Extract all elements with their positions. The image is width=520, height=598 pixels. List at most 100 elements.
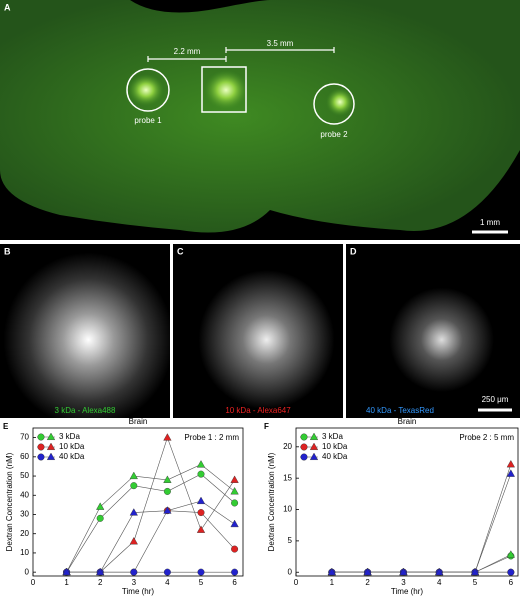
chart-title: Brain (129, 417, 148, 426)
legend-marker (37, 443, 45, 451)
data-point (363, 567, 372, 576)
x-tick-label: 3 (132, 578, 137, 587)
data-point (327, 567, 336, 576)
y-tick-label: 70 (20, 433, 29, 442)
panel-letter: C (177, 246, 184, 256)
legend-marker (300, 453, 308, 461)
y-tick-label: 50 (20, 471, 29, 480)
channel-label: 40 kDa - TexasRed (366, 406, 434, 415)
data-line (66, 464, 235, 573)
data-point (399, 567, 408, 576)
data-point (163, 475, 172, 483)
data-point (230, 487, 239, 495)
data-point (506, 469, 515, 477)
data-point (197, 568, 205, 576)
data-point (196, 496, 206, 505)
y-tick-label: 15 (283, 473, 292, 482)
scale-bar-label: 250 μm (482, 395, 509, 404)
channel-label: 10 kDa - Alexa647 (225, 406, 291, 415)
x-tick-label: 4 (437, 578, 442, 587)
data-point (96, 567, 105, 576)
data-point (507, 568, 515, 576)
data-point (163, 433, 172, 441)
data-line (331, 464, 512, 573)
y-axis-label: Dextran Concentration (nM) (5, 452, 14, 551)
data-point (129, 508, 138, 516)
data-point (470, 567, 480, 576)
legend-marker (300, 443, 308, 451)
panel-a-image (0, 0, 520, 240)
x-axis-label: Time (hr) (391, 587, 423, 596)
data-point (129, 536, 138, 545)
data-point (197, 509, 205, 517)
y-tick-label: 30 (20, 510, 29, 519)
probe-label: probe 2 (320, 130, 348, 139)
data-line (66, 510, 235, 573)
data-point (196, 460, 206, 468)
data-point (129, 471, 138, 480)
legend-label: 40 kDa (59, 452, 85, 461)
panel-letter: A (4, 2, 11, 12)
x-tick-label: 1 (330, 578, 335, 587)
y-tick-label: 20 (283, 442, 292, 451)
data-point (435, 567, 444, 576)
y-tick-label: 40 (20, 490, 29, 499)
panel-d-image (346, 244, 520, 418)
data-point (506, 459, 515, 468)
panel-letter: E (3, 422, 9, 431)
data-point (62, 567, 71, 576)
legend-marker (309, 452, 319, 460)
panel-letter: F (264, 422, 269, 431)
panel-letter: B (4, 246, 11, 256)
data-point (231, 568, 239, 576)
plot-frame (32, 427, 244, 577)
x-tick-label: 6 (232, 578, 237, 587)
x-tick-label: 3 (401, 578, 406, 587)
legend-marker (46, 432, 56, 440)
y-tick-label: 0 (288, 567, 293, 576)
legend-marker (46, 452, 56, 460)
x-tick-label: 2 (365, 578, 370, 587)
data-line (66, 436, 235, 573)
data-point (163, 506, 172, 514)
data-point (163, 487, 171, 495)
data-line (66, 500, 235, 573)
legend-label: 10 kDa (322, 442, 348, 451)
distance-label: 2.2 mm (174, 47, 201, 56)
y-tick-label: 5 (288, 536, 293, 545)
plot-frame (295, 427, 519, 577)
data-point (130, 482, 138, 490)
probe-label: probe 1 (134, 116, 162, 125)
legend-marker (46, 442, 56, 450)
data-point (130, 568, 138, 576)
data-line (331, 554, 511, 573)
legend-label: 3 kDa (322, 432, 343, 441)
data-point (230, 475, 239, 483)
x-tick-label: 2 (98, 578, 103, 587)
data-point (506, 550, 515, 558)
legend-marker (309, 432, 319, 440)
x-tick-label: 0 (31, 578, 36, 587)
data-point (196, 525, 206, 533)
legend-marker (37, 433, 45, 441)
y-tick-label: 60 (20, 452, 29, 461)
panel-b-image (0, 244, 170, 418)
panel-c-image (173, 244, 343, 418)
y-tick-label: 0 (25, 567, 30, 576)
annotation: Probe 1 : 2 mm (184, 433, 239, 442)
legend-marker (300, 433, 308, 441)
data-point (163, 568, 171, 576)
chart-title: Brain (398, 417, 417, 426)
legend-label: 3 kDa (59, 432, 80, 441)
y-tick-label: 10 (283, 505, 292, 514)
legend-marker (37, 453, 45, 461)
panel-letter: D (350, 246, 357, 256)
y-tick-label: 10 (20, 548, 29, 557)
legend-marker (309, 442, 319, 450)
annotation: Probe 2 : 5 mm (459, 433, 514, 442)
data-point (96, 514, 104, 522)
y-axis-label: Dextran Concentration (nM) (267, 452, 276, 551)
distance-label: 3.5 mm (267, 39, 294, 48)
channel-label: 3 kDa - Alexa488 (55, 406, 116, 415)
